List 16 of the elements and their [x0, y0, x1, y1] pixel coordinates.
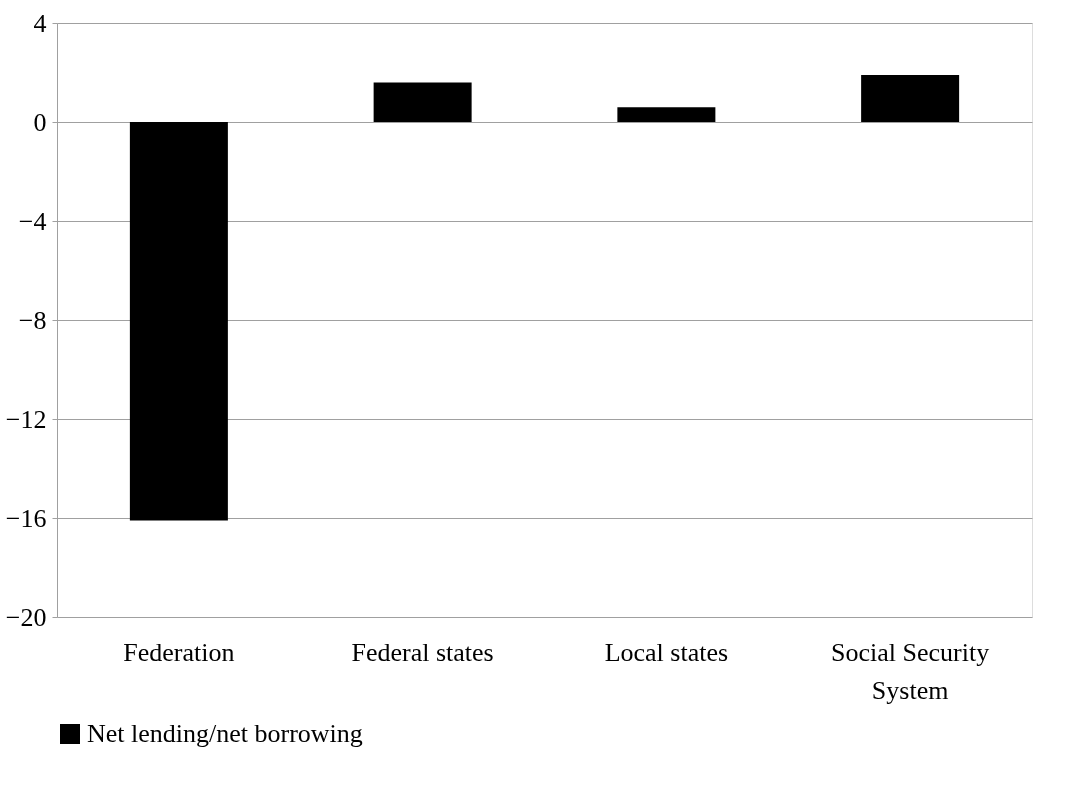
x-tick-label: Federal states: [351, 637, 494, 667]
x-tick-label: Social Security System: [831, 637, 990, 705]
x-tick-label: Federation: [123, 637, 235, 667]
bar: [129, 122, 228, 521]
bar: [617, 107, 716, 122]
bar: [373, 82, 472, 122]
y-tick-label: −20: [5, 602, 47, 632]
y-tick-label: 0: [33, 107, 47, 137]
legend-label: Net lending/net borrowing: [87, 719, 363, 748]
y-tick-label: 4: [33, 8, 47, 38]
y-tick-label: −16: [5, 503, 47, 533]
y-tick-label: −12: [5, 404, 47, 434]
x-tick-label: Local states: [604, 637, 729, 667]
y-tick-label: −4: [18, 206, 47, 236]
bar: [861, 74, 960, 122]
y-tick-label: −8: [18, 305, 47, 335]
